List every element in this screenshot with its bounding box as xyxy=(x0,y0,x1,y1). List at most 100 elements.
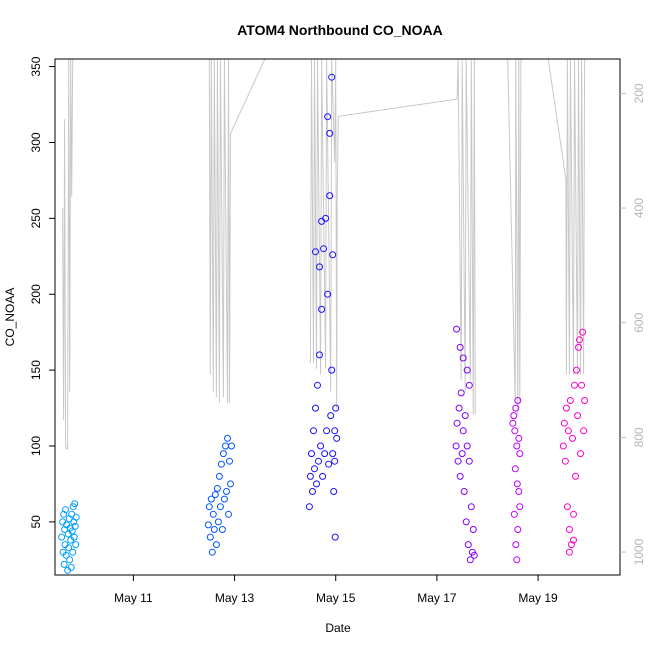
co-point xyxy=(579,328,587,336)
co-point xyxy=(331,533,339,541)
right-tick-label: 800 xyxy=(632,427,646,447)
x-tick-label: May 13 xyxy=(215,591,255,605)
co-point xyxy=(514,526,522,533)
co-point xyxy=(324,290,332,298)
co-point xyxy=(565,526,573,533)
co-point xyxy=(463,366,471,374)
x-tick-label: May 17 xyxy=(417,591,457,605)
co-point xyxy=(577,450,584,458)
y-tick-label: 250 xyxy=(29,208,43,228)
co-point xyxy=(69,548,77,556)
co-point xyxy=(214,518,222,526)
co-point xyxy=(515,488,523,495)
co-point xyxy=(511,465,519,473)
co-point xyxy=(316,263,323,271)
co-point xyxy=(311,465,318,473)
co-point xyxy=(58,533,66,541)
co-point xyxy=(575,343,582,351)
co-point xyxy=(560,419,568,427)
co-point xyxy=(219,450,227,458)
co-point xyxy=(566,397,574,404)
co-point xyxy=(59,518,67,526)
right-tick-label: 600 xyxy=(632,312,646,332)
co-point xyxy=(321,450,329,458)
y-axis-label: CO_NOAA xyxy=(3,288,17,347)
co-point xyxy=(324,113,332,121)
co-point xyxy=(325,460,333,468)
co-point xyxy=(512,541,520,549)
co-point xyxy=(204,521,212,529)
co-point xyxy=(329,450,337,458)
co-point xyxy=(211,491,219,499)
pressure-trace-flight-4 xyxy=(456,59,476,415)
y-tick-label: 200 xyxy=(29,284,43,304)
co-point xyxy=(330,488,338,495)
co-point xyxy=(331,457,339,465)
co-point xyxy=(306,472,314,480)
co-point xyxy=(220,495,228,503)
co-point xyxy=(222,442,229,450)
co-point xyxy=(576,336,583,344)
co-point xyxy=(213,485,221,492)
co-point xyxy=(572,472,579,480)
co-point xyxy=(210,526,218,533)
y-axis-left: 50 100 150 200 250 300 350 xyxy=(29,56,55,529)
co-point xyxy=(224,434,231,442)
x-tick-label: May 19 xyxy=(518,591,558,605)
co-point xyxy=(513,556,521,564)
co-point xyxy=(329,251,337,259)
co-point xyxy=(461,412,469,420)
co-point xyxy=(573,366,580,374)
co-point xyxy=(60,510,68,518)
pressure-traces xyxy=(62,59,586,450)
co-point xyxy=(467,503,475,511)
co-point xyxy=(67,563,75,571)
co-point xyxy=(516,450,524,458)
co-point xyxy=(327,412,335,420)
co-point xyxy=(72,513,80,521)
co-point xyxy=(228,442,235,450)
co-point xyxy=(320,245,328,253)
co-point xyxy=(318,305,326,313)
co-point xyxy=(512,404,520,412)
co-point xyxy=(515,434,523,442)
co-point xyxy=(223,488,230,495)
right-tick-label: 400 xyxy=(632,198,646,218)
co-point xyxy=(456,472,464,480)
co-point xyxy=(72,541,80,549)
co-point xyxy=(323,427,331,435)
co-point xyxy=(312,404,319,412)
co-point xyxy=(319,472,327,480)
co-point xyxy=(331,427,339,435)
co-point xyxy=(578,381,586,389)
pressure-trace-flight-6 xyxy=(547,59,586,375)
co-point xyxy=(569,434,576,442)
co-point xyxy=(317,442,325,450)
co-point xyxy=(209,510,217,518)
co-point xyxy=(326,192,334,200)
co-point xyxy=(312,248,319,256)
co-point xyxy=(564,427,572,435)
co-point xyxy=(71,500,79,508)
co-point xyxy=(305,503,313,511)
co-point xyxy=(565,548,573,556)
co-point xyxy=(462,518,470,526)
co-point xyxy=(454,457,462,465)
co-point xyxy=(459,354,467,362)
y-axis-right: 200 400 600 800 1000 xyxy=(620,83,646,565)
co-point xyxy=(227,480,234,488)
x-tick-label: May 15 xyxy=(316,591,356,605)
co-point xyxy=(217,460,225,468)
co-point xyxy=(207,495,215,503)
co-point xyxy=(562,404,570,412)
co-point xyxy=(328,366,336,374)
co-point xyxy=(208,548,216,556)
co-point xyxy=(318,217,326,225)
co-point xyxy=(309,488,316,495)
co-point xyxy=(511,427,519,435)
x-axis: May 11 May 13 May 15 May 17 May 19 xyxy=(114,575,558,605)
co-point xyxy=(457,389,465,397)
co-point xyxy=(70,533,78,541)
co-point xyxy=(580,427,588,435)
